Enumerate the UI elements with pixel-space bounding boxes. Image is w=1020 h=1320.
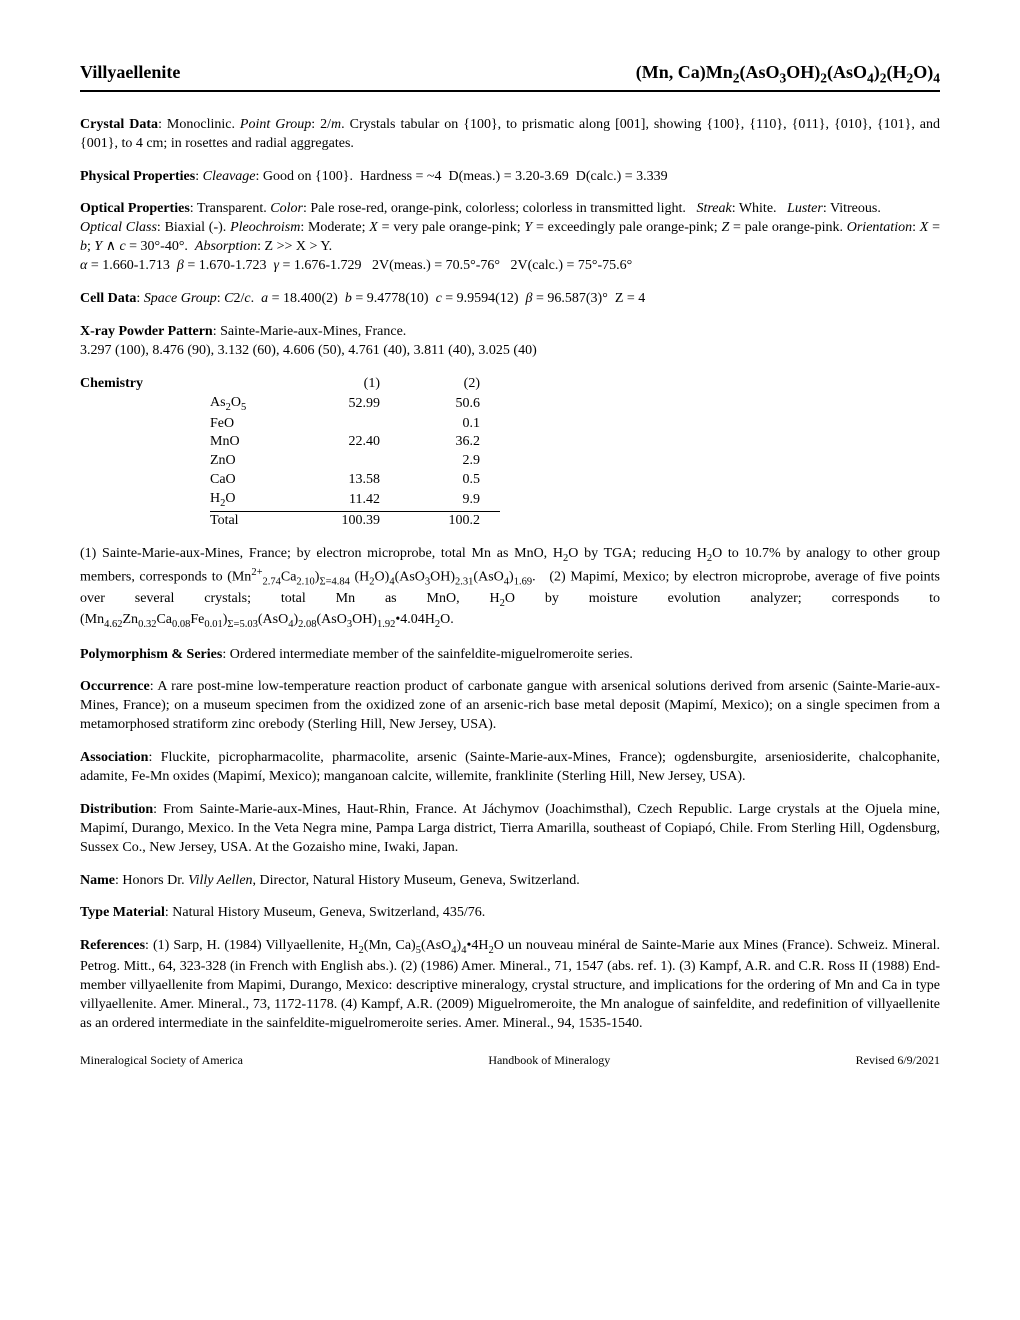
occurrence-label: Occurrence (80, 679, 150, 694)
chem-row: H2O11.429.9 (210, 490, 500, 511)
chem-row-c2: 100.2 (400, 512, 500, 531)
mineral-name: Villyaellenite (80, 60, 180, 88)
chem-row-c1: 100.39 (300, 512, 400, 531)
chem-row-c2: 50.6 (400, 394, 500, 415)
optical-text: : Transparent. Color: Pale rose-red, ora… (80, 201, 940, 273)
type-material-label: Type Material (80, 905, 165, 920)
chem-row-c2: 0.5 (400, 471, 500, 490)
polymorphism: Polymorphism & Series: Ordered intermedi… (80, 646, 940, 665)
optical-properties: Optical Properties: Transparent. Color: … (80, 200, 940, 276)
chem-row: As2O552.9950.6 (210, 394, 500, 415)
chem-row-label: MnO (210, 433, 300, 452)
chem-row-c2: 2.9 (400, 452, 500, 471)
chem-row-c1: 13.58 (300, 471, 400, 490)
cell-label: Cell Data (80, 291, 136, 306)
footer-center: Handbook of Mineralogy (488, 1052, 610, 1068)
chem-row: CaO13.580.5 (210, 471, 500, 490)
distribution-label: Distribution (80, 802, 153, 817)
physical-properties: Physical Properties: Cleavage: Good on {… (80, 168, 940, 187)
name-text: : Honors Dr. Villy Aellen, Director, Nat… (115, 873, 580, 888)
chem-col-1: (1) (300, 375, 400, 394)
header-line: Villyaellenite (Mn, Ca)Mn2(AsO3OH)2(AsO4… (80, 60, 940, 92)
crystal-data-text: : Monoclinic. Point Group: 2/m. Crystals… (80, 117, 940, 151)
type-material-text: : Natural History Museum, Geneva, Switze… (165, 905, 485, 920)
chem-row-label: ZnO (210, 452, 300, 471)
physical-text: : Cleavage: Good on {100}. Hardness = ~4… (195, 169, 667, 184)
chem-row: ZnO 2.9 (210, 452, 500, 471)
cell-data: Cell Data: Space Group: C2/c. a = 18.400… (80, 290, 940, 309)
references: References: (1) Sarp, H. (1984) Villyael… (80, 937, 940, 1034)
polymorphism-label: Polymorphism & Series (80, 647, 222, 662)
chem-row-c1 (300, 415, 400, 434)
chem-row-c1 (300, 452, 400, 471)
chem-row-label: FeO (210, 415, 300, 434)
chemistry-note: (1) Sainte-Marie-aux-Mines, France; by e… (80, 545, 940, 632)
association: Association: Fluckite, picropharmacolite… (80, 749, 940, 787)
name-section: Name: Honors Dr. Villy Aellen, Director,… (80, 872, 940, 891)
chem-row: FeO 0.1 (210, 415, 500, 434)
chem-row-label: CaO (210, 471, 300, 490)
physical-label: Physical Properties (80, 169, 195, 184)
mineral-formula: (Mn, Ca)Mn2(AsO3OH)2(AsO4)2(H2O)4 (636, 60, 940, 88)
optical-label: Optical Properties (80, 201, 190, 216)
distribution-text: : From Sainte-Marie-aux-Mines, Haut-Rhin… (80, 802, 940, 855)
chemistry-table: (1) (2) As2O552.9950.6FeO0.1MnO22.4036.2… (210, 375, 500, 531)
chem-row-label: H2O (210, 490, 300, 511)
crystal-data-label: Crystal Data (80, 117, 158, 132)
chem-col-2: (2) (400, 375, 500, 394)
association-label: Association (80, 750, 148, 765)
occurrence-text: : A rare post-mine low-temperature react… (80, 679, 940, 732)
chem-header-row: (1) (2) (210, 375, 500, 394)
chem-row: Total100.39100.2 (210, 512, 500, 531)
footer-right: Revised 6/9/2021 (856, 1052, 940, 1068)
chem-row-c2: 9.9 (400, 490, 500, 511)
chemistry-section: Chemistry (1) (2) As2O552.9950.6FeO0.1Mn… (80, 375, 940, 545)
association-text: : Fluckite, picropharmacolite, pharmacol… (80, 750, 940, 784)
chem-row-c2: 0.1 (400, 415, 500, 434)
chem-row-c1: 11.42 (300, 490, 400, 511)
chem-row-c2: 36.2 (400, 433, 500, 452)
cell-text: : Space Group: C2/c. a = 18.400(2) b = 9… (136, 291, 645, 306)
xray-label: X-ray Powder Pattern (80, 324, 213, 339)
xray-pattern: X-ray Powder Pattern: Sainte-Marie-aux-M… (80, 323, 940, 361)
crystal-data: Crystal Data: Monoclinic. Point Group: 2… (80, 116, 940, 154)
footer: Mineralogical Society of America Handboo… (80, 1052, 940, 1068)
chem-row-label: Total (210, 512, 300, 531)
name-label: Name (80, 873, 115, 888)
chem-row-c1: 52.99 (300, 394, 400, 415)
references-label: References (80, 938, 145, 953)
chem-row-label: As2O5 (210, 394, 300, 415)
polymorphism-text: : Ordered intermediate member of the sai… (222, 647, 633, 662)
chem-row-c1: 22.40 (300, 433, 400, 452)
references-text: : (1) Sarp, H. (1984) Villyaellenite, H2… (80, 938, 940, 1031)
distribution: Distribution: From Sainte-Marie-aux-Mine… (80, 801, 940, 858)
chem-row: MnO22.4036.2 (210, 433, 500, 452)
footer-left: Mineralogical Society of America (80, 1052, 243, 1068)
occurrence: Occurrence: A rare post-mine low-tempera… (80, 678, 940, 735)
type-material: Type Material: Natural History Museum, G… (80, 904, 940, 923)
chemistry-label: Chemistry (80, 375, 143, 394)
